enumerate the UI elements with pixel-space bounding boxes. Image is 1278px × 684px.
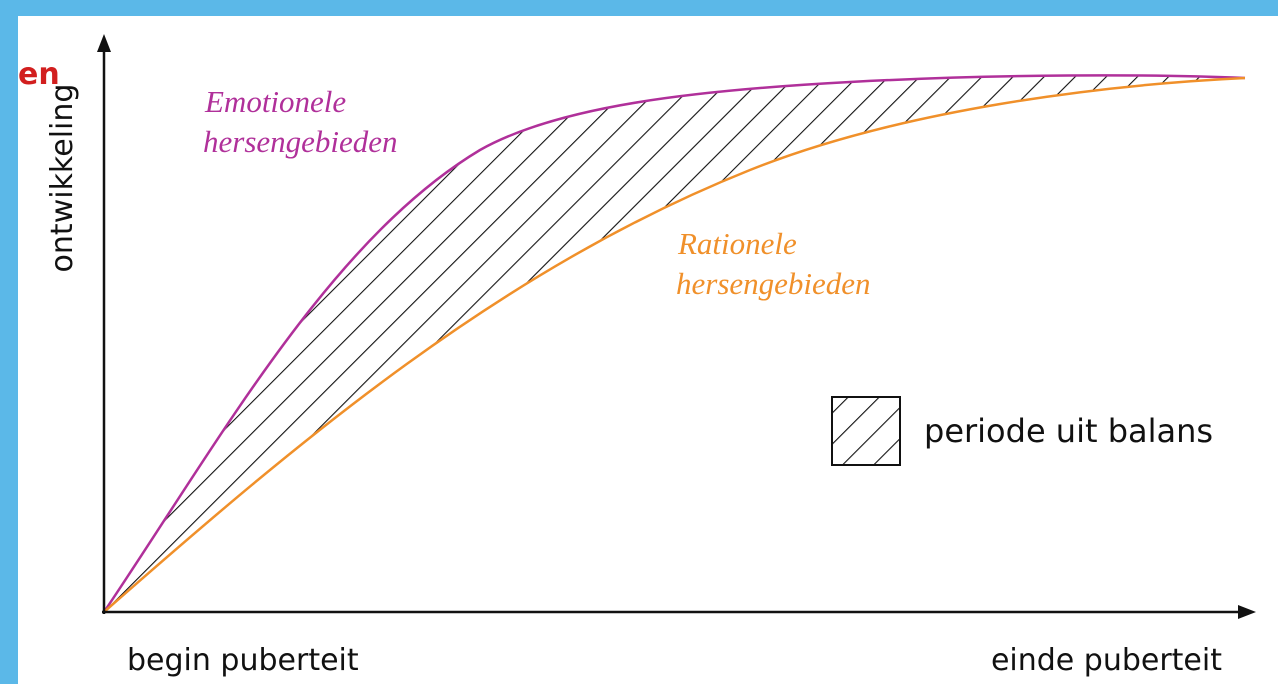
y-axis-label: ontwikkeling — [45, 84, 80, 273]
legend-label: periode uit balans — [924, 412, 1213, 450]
x-axis-end: einde puberteit — [991, 643, 1222, 678]
x-axis-arrow — [1238, 605, 1256, 619]
emotional-label: Emotionele — [204, 84, 346, 119]
imbalance-area — [104, 75, 1245, 613]
rational-curve — [103, 76, 1246, 613]
rational-label: hersengebieden — [676, 266, 871, 301]
legend-swatch — [831, 396, 901, 466]
emotional-label: hersengebieden — [203, 124, 398, 159]
y-axis-arrow — [97, 34, 111, 52]
x-axis-start: begin puberteit — [127, 643, 359, 678]
emotional-curve — [102, 74, 1246, 613]
rational-label: Rationele — [677, 226, 797, 261]
clipped-heading: en — [18, 57, 60, 92]
